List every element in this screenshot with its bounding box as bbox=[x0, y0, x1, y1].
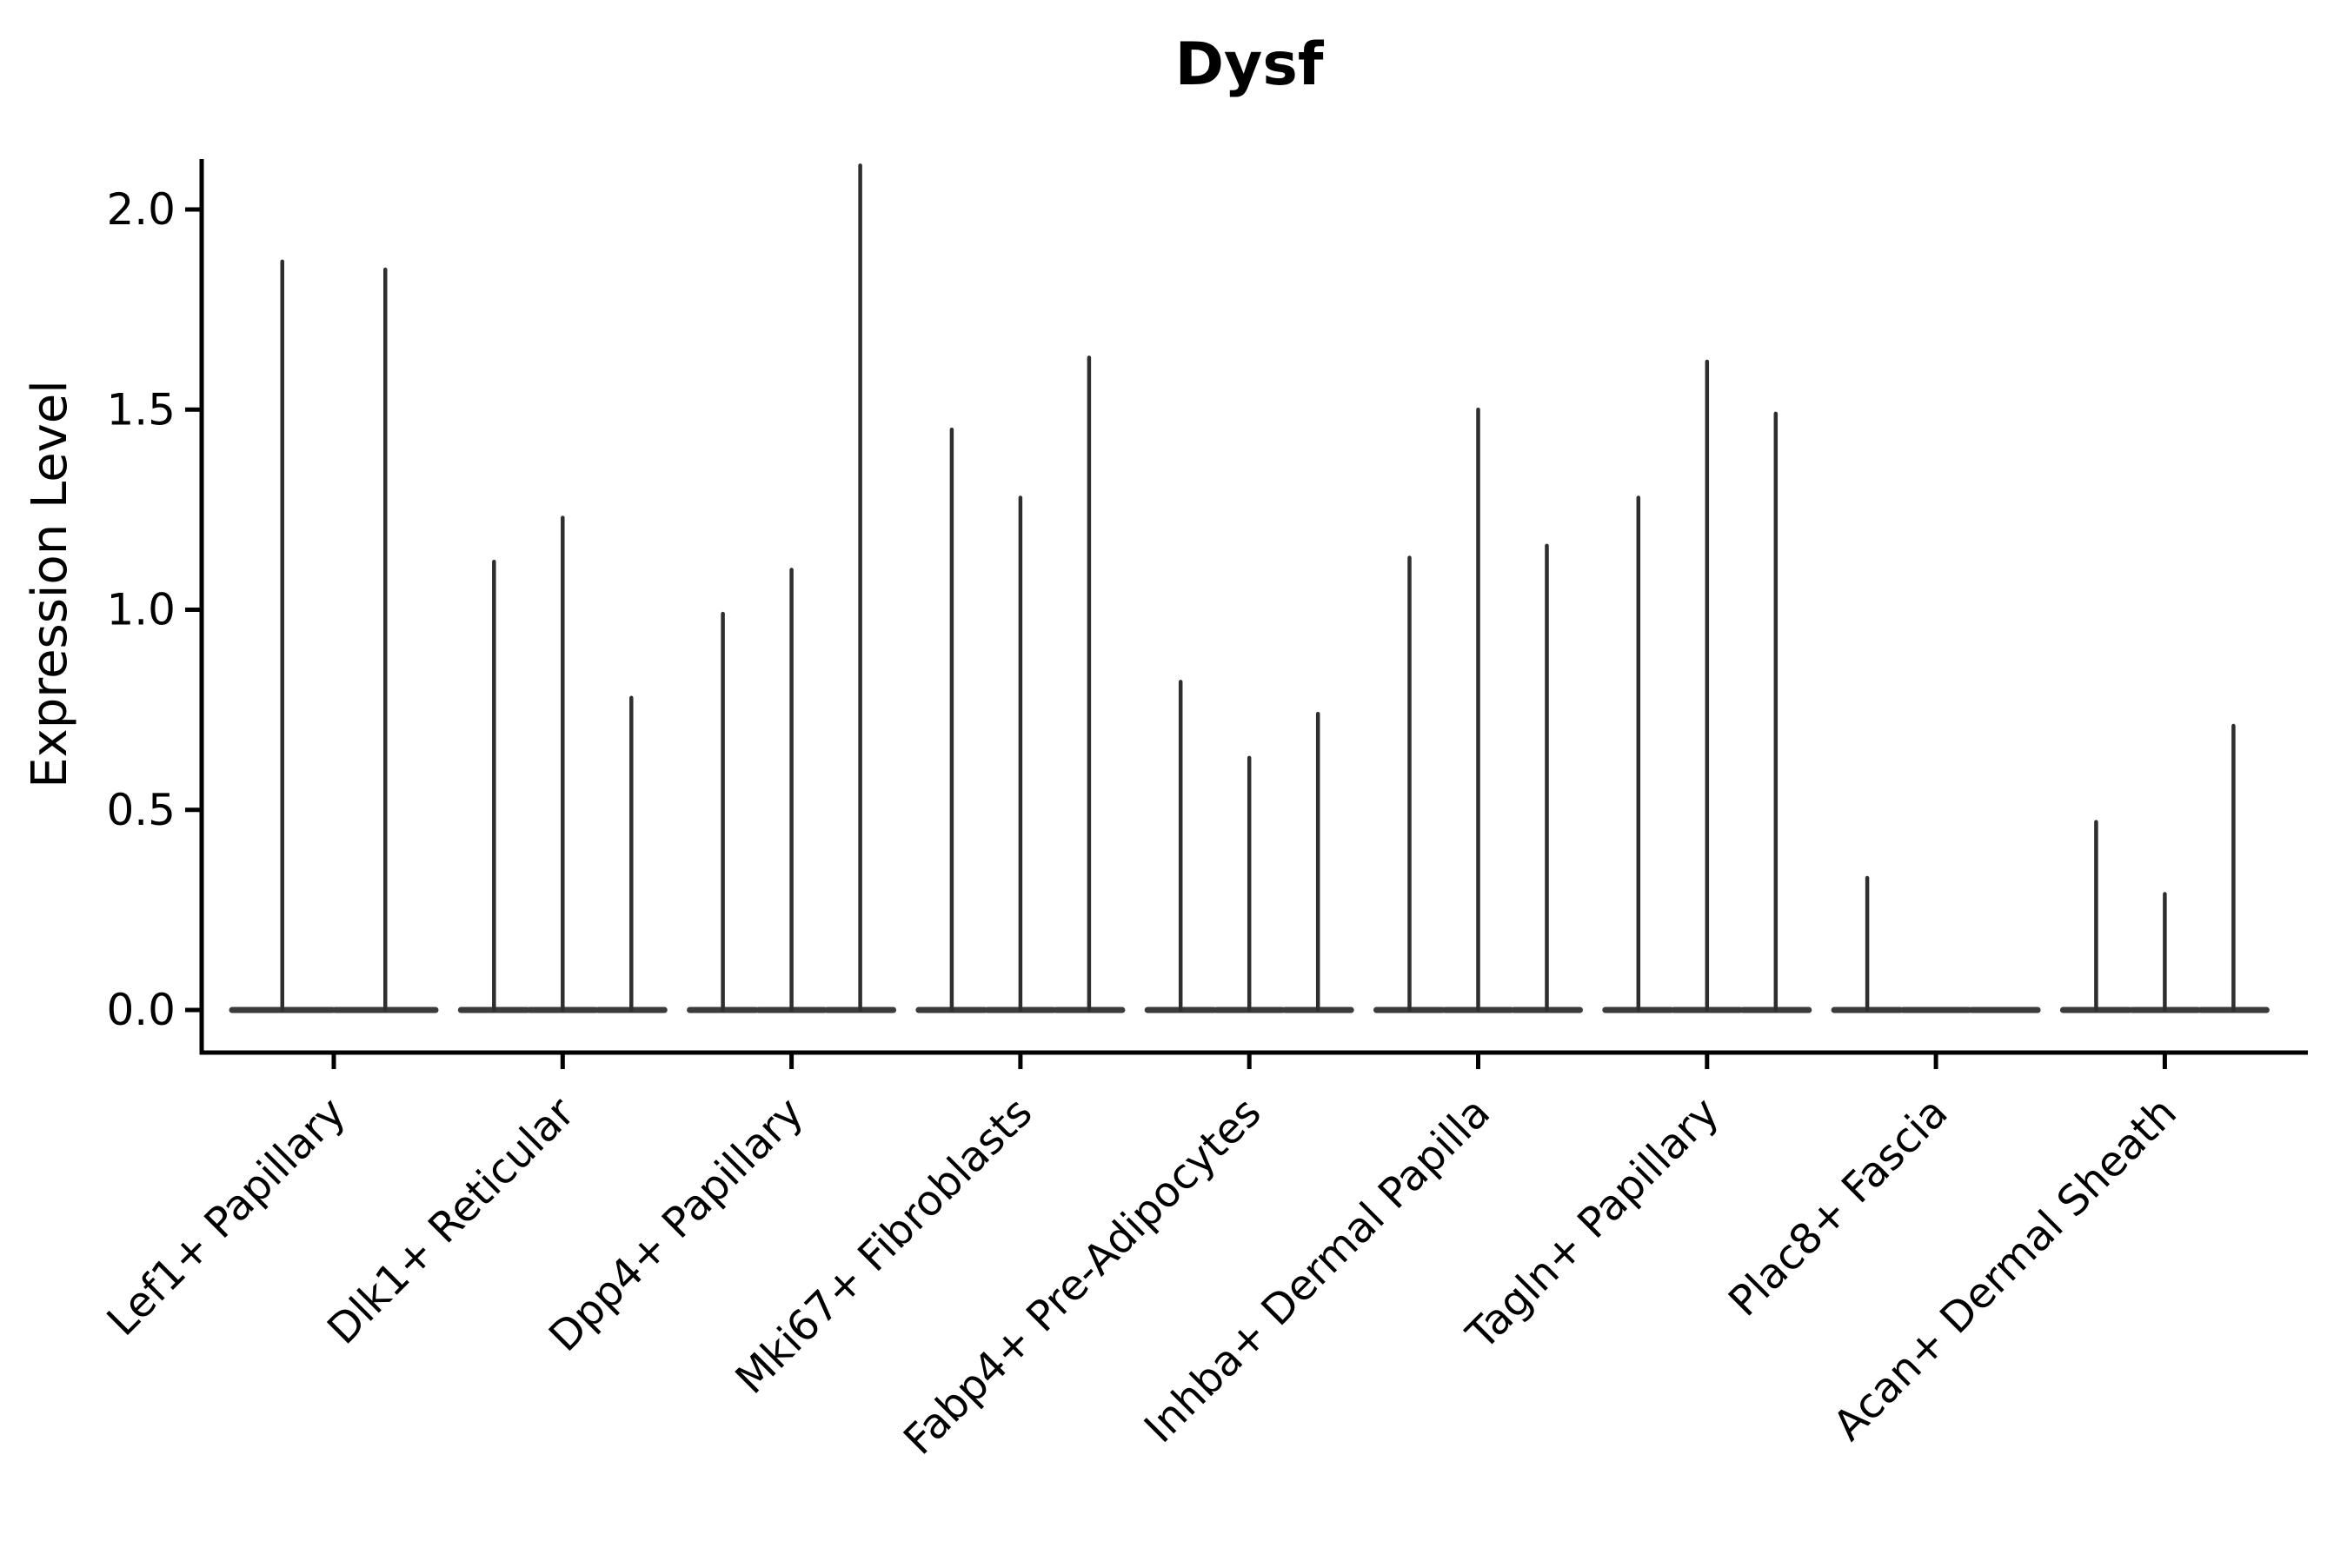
x-tick-label: Dpp4+ Papillary bbox=[540, 1088, 813, 1361]
x-tick-label: Tagln+ Papillary bbox=[1457, 1088, 1728, 1359]
y-tick-label: 0.5 bbox=[106, 785, 176, 835]
violin-spikes-layer bbox=[280, 163, 2236, 1013]
y-tick-label: 0.0 bbox=[106, 985, 176, 1035]
y-ticks: 0.0 0.5 1.0 1.5 2.0 bbox=[106, 184, 202, 1035]
x-tick-label: Lef1+ Papillary bbox=[98, 1088, 356, 1345]
chart-title: Dysf bbox=[1175, 30, 1325, 99]
x-tick-label: Plac8+ Fascia bbox=[1719, 1088, 1958, 1326]
y-tick-label: 2.0 bbox=[106, 184, 176, 235]
y-tick-label: 1.5 bbox=[106, 384, 176, 435]
x-tick-label: Dlk1+ Reticular bbox=[318, 1088, 584, 1354]
y-tick-label: 1.0 bbox=[106, 585, 176, 635]
y-axis-label: Expression Level bbox=[22, 380, 78, 788]
